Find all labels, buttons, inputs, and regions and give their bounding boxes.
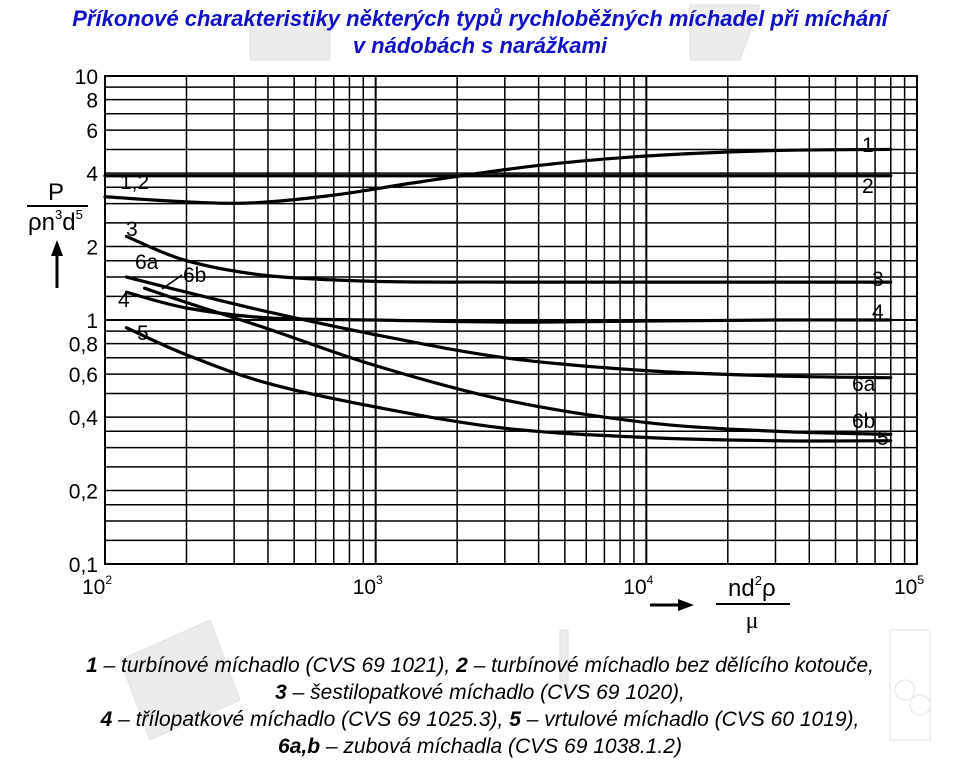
curve-label-right-2: 2 [862,175,874,198]
curve-label-right-5: 5 [877,427,889,450]
plot-frame [104,75,918,565]
y-tick-label: 10 [75,66,98,89]
x-axis-denominator: μ [746,608,759,634]
x-tick-base: 10 [623,576,646,599]
y-axis-denominator: ρn3d5 [28,207,83,236]
y-tick-label: 0,8 [69,334,98,357]
caption-text-2: – turbínové míchadlo bez dělícího kotouč… [467,654,874,677]
y-tick-label: 1 [86,310,98,333]
x-tick-exponent: 4 [647,573,654,587]
y-denominator-exp1: 3 [55,207,62,222]
y-axis-label: P ρn3d5 [27,179,88,288]
curve-label-left: 5 [137,322,149,345]
series-line-6a [124,275,893,380]
y-tick-label: 0,2 [69,481,98,504]
series-line-3 [124,234,893,284]
caption-num-2: 2 [456,654,468,677]
y-denominator-main: ρn [28,209,55,236]
caption-line-1: 1 – turbínové míchadlo (CVS 69 1021), 2 … [0,652,960,679]
caption-text-4: – třílopatkové míchadlo (CVS 69 1025.3), [112,708,510,731]
caption-text-1: – turbínové míchadlo (CVS 69 1021), [97,654,457,677]
x-tick-base: 10 [894,576,917,599]
caption-num-4: 4 [100,708,113,731]
caption-num-5: 5 [509,708,521,731]
caption-num-3: 3 [275,681,287,704]
caption-num-6: 6a,b [278,735,321,758]
y-denominator-mid: d [62,209,75,236]
x-numerator-exp: 2 [755,573,762,588]
y-tick-label: 8 [86,90,98,113]
curve-label-right-1: 1 [862,134,874,157]
y-tick-label: 0,1 [69,554,98,577]
series-line-6b [142,286,893,436]
curve-label-right-6b: 6b [852,410,875,433]
series-line-1 [103,147,893,205]
x-tick-label: 104 [623,573,653,599]
y-tick-label: 0,4 [69,407,99,430]
curve-label-left: 1,2 [120,171,149,194]
x-axis-numerator: nd2ρ [728,573,776,602]
x-tick-exponent: 2 [105,573,112,587]
curve-label-left: 6b [183,264,206,287]
y-denominator-exp2: 5 [76,207,83,222]
y-tick-label: 0,6 [69,364,98,387]
caption-line-2: 3 – šestilopatkové míchadlo (CVS 69 1020… [0,679,960,706]
curve-label-right-3: 3 [872,268,884,291]
x-tick-base: 10 [82,576,105,599]
x-tick-label: 103 [353,573,383,599]
x-axis-label: nd2ρ μ [650,573,790,634]
x-axis-arrow-head [678,599,694,611]
x-tick-label: 105 [894,573,924,599]
caption-text-5: – vrtulové míchadlo (CVS 60 1019), [520,708,860,731]
chart-title-line1: Příkonové charakteristiky některých typů… [72,6,888,31]
chart-title-line2: v nádobách s narážkami [352,33,608,58]
curve-label-right-4: 4 [872,301,884,324]
caption-text-6: – zubová míchadla (CVS 69 1038.1.2) [320,735,682,758]
caption-line-3: 4 – třílopatkové míchadlo (CVS 69 1025.3… [0,706,960,733]
caption-line-4: 6a,b – zubová míchadla (CVS 69 1038.1.2) [0,733,960,760]
caption-num-1: 1 [86,654,98,677]
x-numerator-end: ρ [762,575,776,602]
curve-label-left: 6a [135,251,159,274]
curve-label-left: 4 [118,289,130,312]
x-tick-exponent: 5 [917,573,924,587]
chart-series [103,147,893,443]
x-tick-label: 102 [82,573,112,599]
y-axis-arrow-head [51,240,63,256]
curve-label-right-6a: 6a [852,373,876,396]
curve-label-left: 3 [126,218,138,241]
y-tick-label: 2 [86,237,98,260]
y-tick-label: 6 [86,120,98,143]
label-6b-leader [161,274,183,290]
y-axis-numerator: P [48,179,64,206]
y-tick-label: 4 [86,163,98,186]
x-tick-exponent: 3 [376,573,383,587]
caption-text-3: – šestilopatkové míchadlo (CVS 69 1020), [286,681,685,704]
x-tick-base: 10 [353,576,376,599]
series-line-5 [124,326,893,443]
x-numerator-main: nd [728,575,755,602]
